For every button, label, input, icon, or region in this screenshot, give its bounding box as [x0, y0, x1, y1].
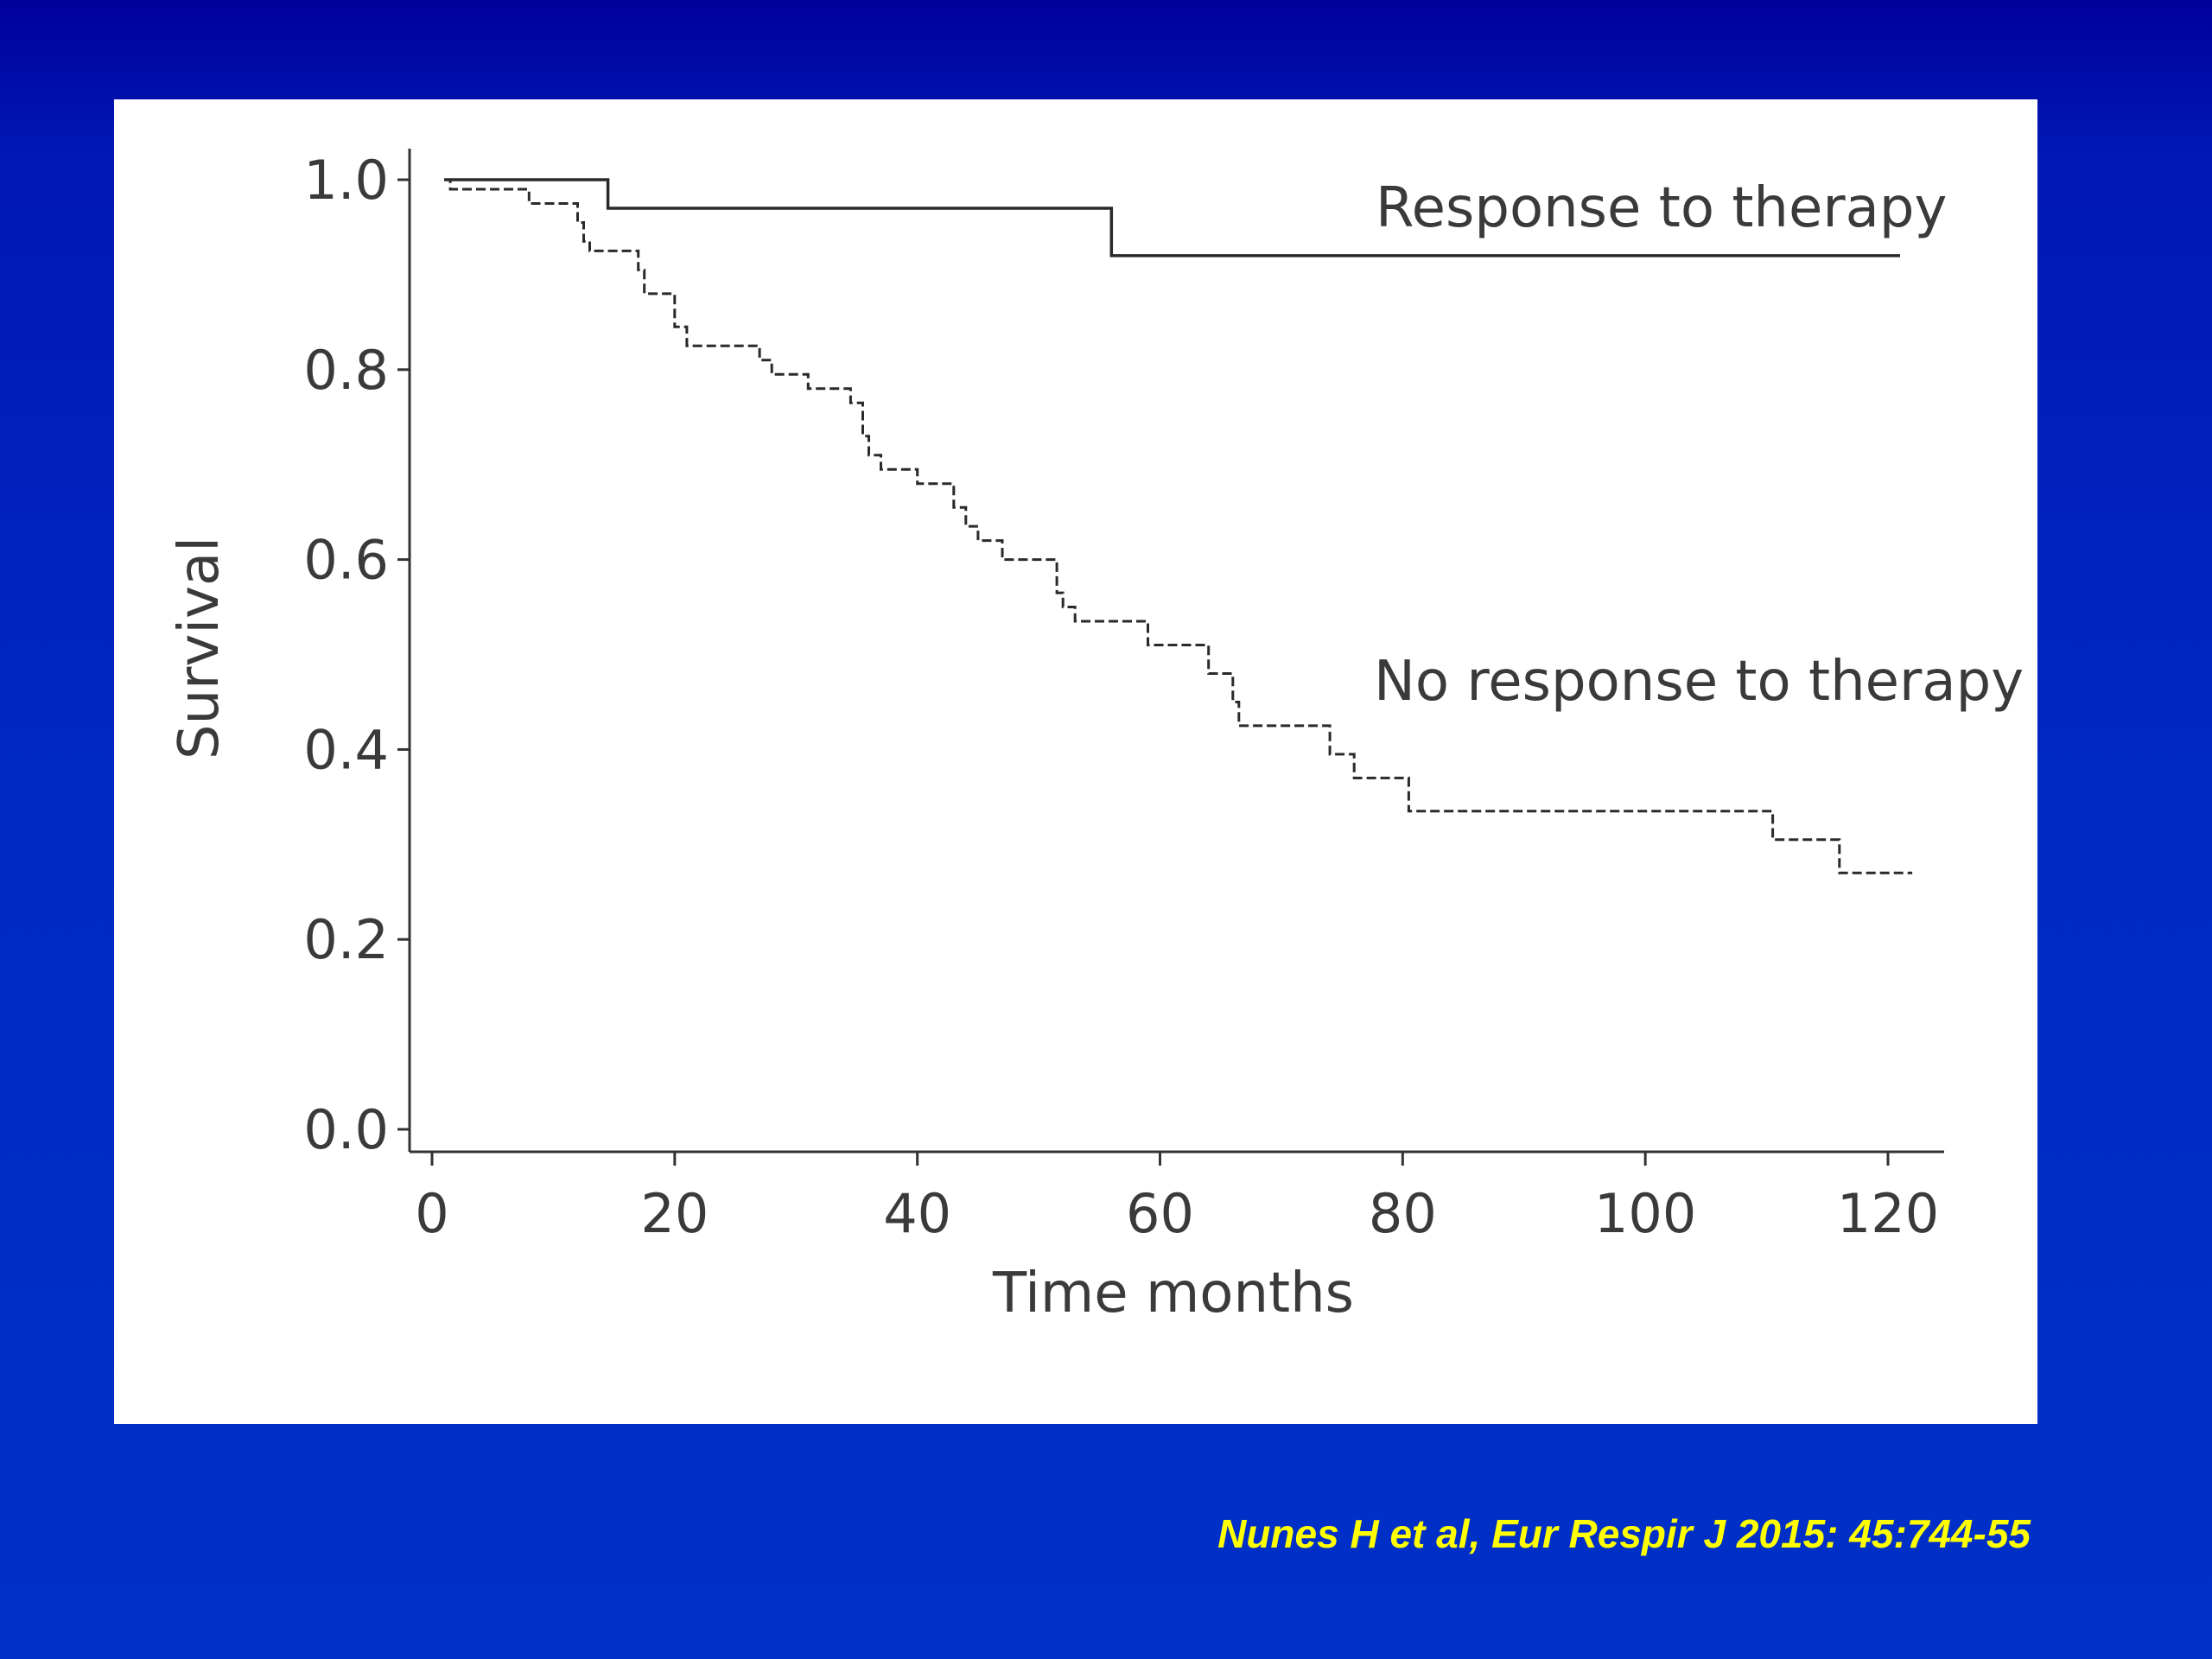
- x-tick-label: 60: [1126, 1182, 1194, 1245]
- x-tick-label: 80: [1369, 1182, 1437, 1245]
- x-axis-label: Time months: [992, 1262, 1354, 1325]
- axes: 0.0 0.2 0.4 0.6 0.8 1.0 0 20 40 60 80 100 120 Time mo…: [168, 149, 1944, 1325]
- x-tick-label: 20: [640, 1182, 709, 1245]
- annotation-layer: Response to therapy No response to therap…: [1374, 176, 2024, 714]
- series-annotation-1: Response to therapy: [1376, 176, 1947, 240]
- y-tick-label: 0.2: [303, 908, 389, 971]
- x-tick-label: 0: [415, 1182, 448, 1245]
- citation: Nunes H et al, Eur Respir J 2015: 45:744…: [1217, 1511, 2031, 1556]
- series-annotation-2: No response to therapy: [1374, 650, 2024, 714]
- chart-panel: 0.0 0.2 0.4 0.6 0.8 1.0 0 20 40 60 80 100 120 Time mo…: [114, 99, 2037, 1424]
- y-tick-label: 0.4: [303, 718, 389, 781]
- series-layer: [444, 178, 1913, 874]
- y-tick-label: 1.0: [303, 149, 389, 212]
- y-tick-label: 0.8: [303, 339, 389, 402]
- x-tick-label: 120: [1837, 1182, 1939, 1245]
- y-tick-label: 0.6: [303, 529, 389, 592]
- series-line-2: [444, 178, 1913, 874]
- x-tick-label: 40: [883, 1182, 951, 1245]
- y-axis-label: Survival: [168, 537, 232, 760]
- y-tick-label: 0.0: [303, 1098, 389, 1161]
- x-tick-label: 100: [1594, 1182, 1696, 1245]
- survival-chart: 0.0 0.2 0.4 0.6 0.8 1.0 0 20 40 60 80 100 120 Time mo…: [168, 149, 2024, 1325]
- series-line-1: [444, 178, 1900, 257]
